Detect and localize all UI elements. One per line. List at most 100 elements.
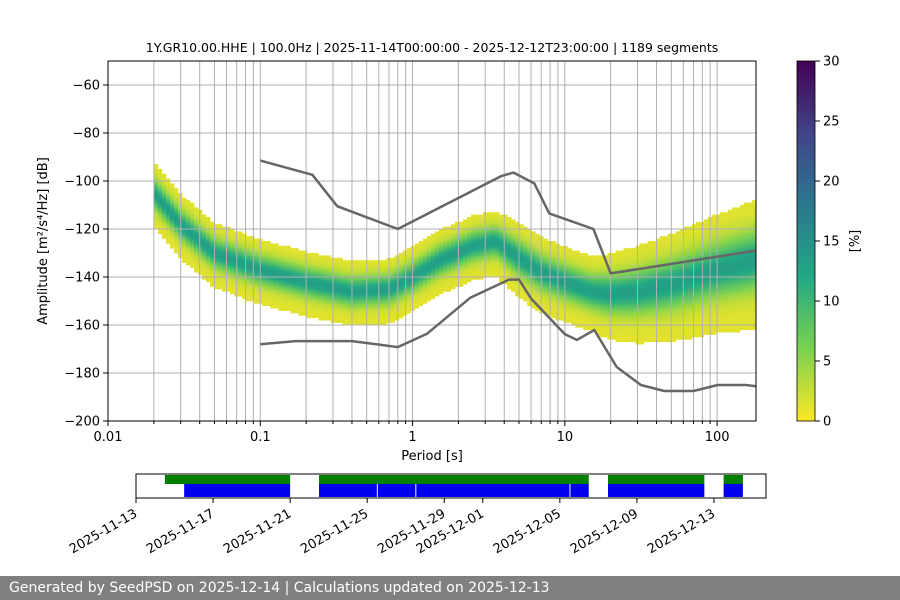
psd-cell xyxy=(334,305,339,309)
psd-cell xyxy=(157,173,163,177)
psd-cell xyxy=(474,236,480,239)
psd-cell xyxy=(583,308,588,311)
psd-cell xyxy=(623,284,628,287)
psd-cell xyxy=(222,281,227,285)
psd-cell xyxy=(583,320,588,323)
colorbar-tick-label: 20 xyxy=(823,175,840,190)
psd-cell xyxy=(322,305,327,309)
psd-cell xyxy=(406,265,412,268)
psd-cell xyxy=(735,267,741,271)
psd-cell xyxy=(226,245,231,249)
psd-cell xyxy=(346,277,351,280)
psd-cell xyxy=(479,269,484,273)
psd-cell xyxy=(470,272,476,275)
psd-cell xyxy=(595,279,600,283)
psd-cell xyxy=(210,231,215,235)
psd-cell xyxy=(615,339,620,343)
psd-cell xyxy=(206,253,211,256)
psd-cell xyxy=(382,291,388,295)
psd-cell xyxy=(667,298,673,302)
psd-cell xyxy=(338,265,343,268)
psd-cell xyxy=(282,298,287,302)
psd-cell xyxy=(523,279,528,283)
psd-cell xyxy=(591,269,596,273)
psd-cell xyxy=(747,291,753,295)
psd-cell xyxy=(663,327,669,331)
psd-cell xyxy=(185,214,191,218)
psd-cell xyxy=(450,238,456,242)
psd-cell xyxy=(226,286,231,290)
psd-cell xyxy=(282,257,287,261)
psd-cell xyxy=(723,320,729,323)
psd-cell xyxy=(326,262,331,266)
psd-cell xyxy=(575,325,580,328)
psd-cell xyxy=(358,308,363,311)
psd-cell xyxy=(290,296,295,299)
psd-cell xyxy=(659,327,665,331)
psd-cell xyxy=(242,250,247,254)
psd-cell xyxy=(739,221,745,225)
psd-cell xyxy=(450,260,456,263)
psd-cell xyxy=(378,322,384,326)
psd-cell xyxy=(270,298,275,302)
psd-cell xyxy=(430,269,436,273)
psd-cell xyxy=(242,291,247,295)
psd-cell xyxy=(623,286,628,290)
psd-cell xyxy=(366,289,372,292)
psd-cell xyxy=(695,229,701,232)
psd-cell xyxy=(350,262,355,266)
psd-cell xyxy=(575,310,580,314)
psd-cell xyxy=(735,293,741,297)
psd-cell xyxy=(683,322,689,326)
psd-cell xyxy=(639,337,644,340)
psd-cell xyxy=(743,231,749,235)
psd-cell xyxy=(322,265,327,268)
psd-cell xyxy=(390,289,396,292)
psd-cell xyxy=(306,284,311,287)
psd-cell xyxy=(511,221,516,225)
psd-cell xyxy=(683,250,689,254)
psd-cell xyxy=(547,269,552,273)
psd-cell xyxy=(270,243,275,247)
psd-cell xyxy=(254,279,259,283)
psd-cell xyxy=(603,298,608,302)
psd-cell xyxy=(543,245,548,249)
psd-cell xyxy=(466,219,472,223)
psd-cell xyxy=(177,238,183,242)
psd-cell xyxy=(599,296,604,299)
psd-cell xyxy=(366,313,372,316)
psd-cell xyxy=(551,308,556,311)
psd-cell xyxy=(687,325,693,328)
psd-cell xyxy=(479,253,484,256)
psd-cell xyxy=(715,219,721,223)
psd-cell xyxy=(338,284,343,287)
psd-cell xyxy=(479,248,484,251)
psd-cell xyxy=(438,284,444,287)
psd-cell xyxy=(350,308,355,311)
psd-cell xyxy=(218,226,223,230)
psd-cell xyxy=(727,320,733,323)
psd-cell xyxy=(286,269,291,273)
psd-cell xyxy=(647,267,653,271)
psd-cell xyxy=(727,221,733,225)
psd-cell xyxy=(286,281,291,285)
psd-cell xyxy=(535,253,540,256)
psd-cell xyxy=(495,257,500,261)
psd-cell xyxy=(751,229,756,232)
psd-cell xyxy=(222,277,227,280)
psd-cell xyxy=(169,193,175,196)
psd-cell xyxy=(551,301,556,304)
psd-cell xyxy=(575,260,580,263)
psd-cell xyxy=(495,231,500,235)
psd-cell xyxy=(547,310,552,314)
psd-cell xyxy=(487,233,492,237)
y-axis: −200−180−160−140−120−100−80−60 xyxy=(64,79,108,430)
psd-cell xyxy=(354,260,359,263)
psd-cell xyxy=(727,238,733,242)
psd-cell xyxy=(619,260,624,263)
psd-cell xyxy=(571,315,576,319)
psd-cell xyxy=(567,315,572,319)
psd-cell xyxy=(583,267,588,271)
psd-cell xyxy=(615,286,620,290)
psd-cell xyxy=(238,243,243,247)
